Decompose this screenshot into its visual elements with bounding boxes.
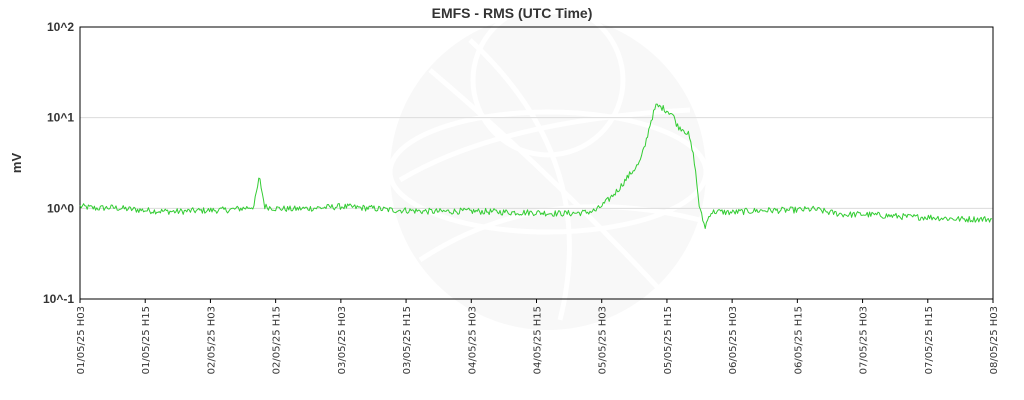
x-tick-label: 04/05/25 H03	[467, 306, 478, 374]
y-tick-label: 10^-1	[43, 292, 74, 306]
y-tick-label: 10^0	[47, 201, 74, 215]
x-tick-label: 03/05/25 H03	[337, 306, 348, 374]
x-tick-label: 04/05/25 H15	[533, 306, 544, 374]
x-tick-label: 02/05/25 H03	[206, 306, 217, 374]
series-line	[79, 103, 993, 229]
x-tick-label: 06/05/25 H15	[793, 306, 804, 374]
x-tick-label: 07/05/25 H15	[924, 306, 935, 374]
series-layer	[79, 103, 993, 229]
watermark-globe	[387, 2, 709, 330]
x-tick-label: 03/05/25 H15	[402, 306, 413, 374]
x-tick-label: 06/05/25 H03	[728, 306, 739, 374]
x-tick-label: 02/05/25 H15	[272, 306, 283, 374]
y-tick-labels: 10^2 10^1 10^0 10^-1	[43, 20, 74, 306]
x-tick-label: 01/05/25 H15	[141, 306, 152, 374]
x-tick-label: 05/05/25 H03	[598, 306, 609, 374]
x-tick-labels: 01/05/25 H03 01/05/25 H15 02/05/25 H03 02/0…	[76, 299, 1000, 374]
y-tick-label: 10^2	[47, 20, 74, 34]
x-tick-label: 08/05/25 H03	[989, 306, 1000, 374]
y-axis-label: mV	[9, 153, 24, 174]
chart-title: EMFS - RMS (UTC Time)	[432, 5, 593, 21]
x-tick-label: 07/05/25 H03	[859, 306, 870, 374]
y-tick-label: 10^1	[47, 111, 74, 125]
x-tick-label: 01/05/25 H03	[76, 306, 87, 374]
x-tick-label: 05/05/25 H15	[663, 306, 674, 374]
